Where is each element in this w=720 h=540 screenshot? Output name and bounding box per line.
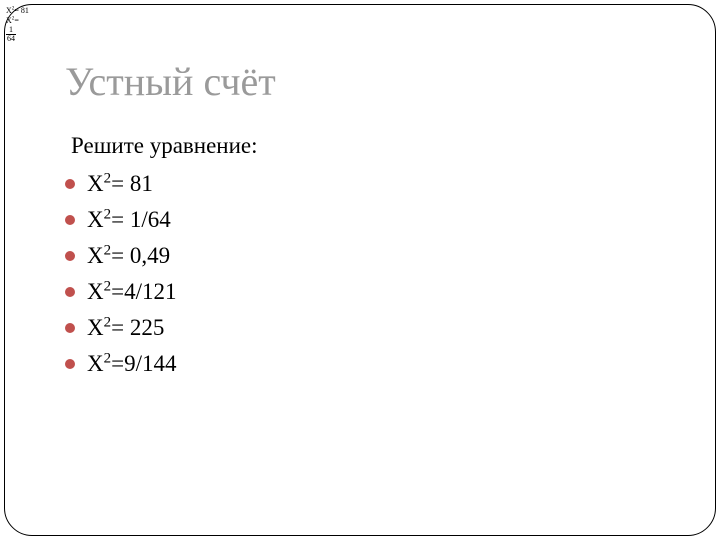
equation-list: X2= 81 X2= 1/64 X2= 0,49 X2=4/121 X2= 22… <box>65 166 258 382</box>
eq-rest: =9/144 <box>111 351 176 376</box>
equation-item: X2= 1/64 <box>65 202 258 238</box>
eq-var: X <box>87 351 104 376</box>
equation-item: X2=4/121 <box>65 274 258 310</box>
eq-rest: =4/121 <box>111 279 176 304</box>
eq-var: X <box>87 207 104 232</box>
eq-sup: 2 <box>104 350 111 366</box>
eq-rest: = 0,49 <box>111 243 170 268</box>
slide: X2= 81 X2= 1 64 Устный счёт Решите уравн… <box>0 0 720 540</box>
eq-sup: 2 <box>104 170 111 186</box>
corner-rest: = <box>14 16 19 25</box>
eq-sup: 2 <box>104 314 111 330</box>
fraction-denominator: 64 <box>6 35 16 43</box>
equation-item: X2=9/144 <box>65 346 258 382</box>
eq-sup: 2 <box>104 242 111 258</box>
slide-title: Устный счёт <box>65 58 276 105</box>
eq-var: X <box>87 279 104 304</box>
eq-rest: = 1/64 <box>111 207 171 232</box>
eq-var: X <box>87 315 104 340</box>
corner-fraction: 1 64 <box>6 26 16 43</box>
corner-line-1: X2= 81 <box>6 6 29 16</box>
eq-rest: = 225 <box>111 315 164 340</box>
slide-content: Решите уравнение: X2= 81 X2= 1/64 X2= 0,… <box>65 128 258 382</box>
corner-artifact-text: X2= 81 X2= 1 64 <box>6 6 29 43</box>
eq-rest: = 81 <box>111 171 153 196</box>
eq-var: X <box>87 171 104 196</box>
corner-rest: = 81 <box>14 6 29 15</box>
eq-sup: 2 <box>104 278 111 294</box>
equation-item: X2= 81 <box>65 166 258 202</box>
eq-sup: 2 <box>104 206 111 222</box>
eq-var: X <box>87 243 104 268</box>
prompt-text: Решите уравнение: <box>71 128 258 164</box>
equation-item: X2= 225 <box>65 310 258 346</box>
equation-item: X2= 0,49 <box>65 238 258 274</box>
